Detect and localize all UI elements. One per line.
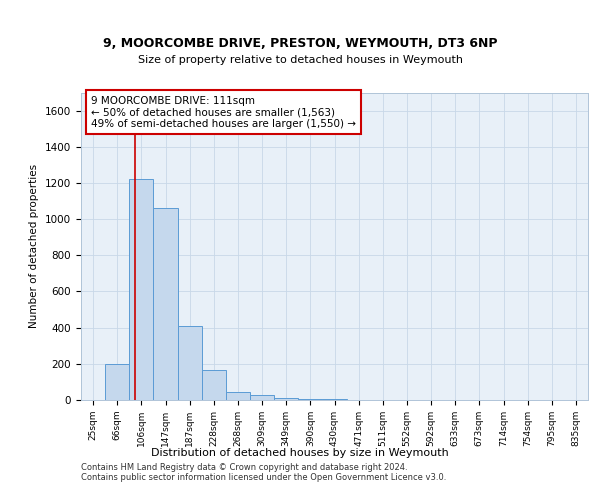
Text: Distribution of detached houses by size in Weymouth: Distribution of detached houses by size … (151, 448, 449, 458)
Bar (154, 208, 178, 400)
Y-axis label: Number of detached properties: Number of detached properties (29, 164, 40, 328)
Text: 9, MOORCOMBE DRIVE, PRESTON, WEYMOUTH, DT3 6NP: 9, MOORCOMBE DRIVE, PRESTON, WEYMOUTH, D… (103, 37, 497, 50)
Bar (274, 398, 298, 400)
Bar (105, 364, 129, 400)
Bar (178, 326, 202, 400)
Bar (202, 370, 226, 400)
Text: Contains public sector information licensed under the Open Government Licence v3: Contains public sector information licen… (81, 474, 446, 482)
Bar (298, 399, 322, 400)
Bar (322, 399, 347, 400)
Text: Size of property relative to detached houses in Weymouth: Size of property relative to detached ho… (137, 55, 463, 65)
Text: 9 MOORCOMBE DRIVE: 111sqm
← 50% of detached houses are smaller (1,563)
49% of se: 9 MOORCOMBE DRIVE: 111sqm ← 50% of detac… (91, 96, 356, 129)
Bar (226, 392, 250, 400)
Bar (250, 396, 274, 400)
Text: Contains HM Land Registry data © Crown copyright and database right 2024.: Contains HM Land Registry data © Crown c… (81, 464, 407, 472)
Bar (129, 180, 154, 400)
